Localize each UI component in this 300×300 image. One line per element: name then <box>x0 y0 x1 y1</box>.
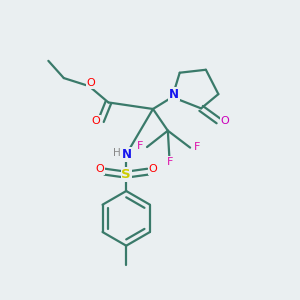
Text: O: O <box>95 164 104 174</box>
Text: F: F <box>194 142 200 152</box>
Text: N: N <box>169 88 179 100</box>
Text: H: H <box>113 148 121 158</box>
Text: O: O <box>91 116 100 126</box>
Text: S: S <box>122 168 131 181</box>
Text: F: F <box>167 157 174 167</box>
Text: O: O <box>148 164 157 174</box>
Text: O: O <box>220 116 229 126</box>
Text: O: O <box>86 78 95 88</box>
Text: N: N <box>122 148 132 161</box>
Text: F: F <box>137 141 144 152</box>
